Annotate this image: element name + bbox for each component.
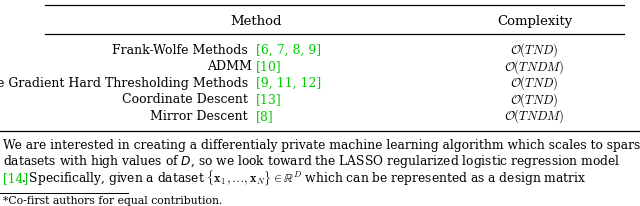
Text: $\mathcal{O}(TNDM)$: $\mathcal{O}(TNDM)$ <box>504 108 564 125</box>
Text: [6, 7, 8, 9]: [6, 7, 8, 9] <box>256 44 321 57</box>
Text: *Co-first authors for equal contribution.: *Co-first authors for equal contribution… <box>3 197 223 206</box>
Text: [8]: [8] <box>256 110 274 123</box>
Text: Coordinate Descent: Coordinate Descent <box>122 93 256 107</box>
Text: [13]: [13] <box>256 93 282 107</box>
Text: We are interested in creating a differentialy private machine learning algorithm: We are interested in creating a differen… <box>3 139 640 152</box>
Text: $\mathcal{O}(TNDM)$: $\mathcal{O}(TNDM)$ <box>504 58 564 76</box>
Text: Method: Method <box>230 15 282 28</box>
Text: [14]: [14] <box>3 172 28 185</box>
Text: Complexity: Complexity <box>497 15 572 28</box>
Text: [10]: [10] <box>256 60 282 74</box>
Text: Mirror Descent: Mirror Descent <box>150 110 256 123</box>
Text: $\mathcal{O}(TND)$: $\mathcal{O}(TND)$ <box>510 75 559 92</box>
Text: Iterative Gradient Hard Thresholding Methods: Iterative Gradient Hard Thresholding Met… <box>0 77 256 90</box>
Text: Frank-Wolfe Methods: Frank-Wolfe Methods <box>112 44 256 57</box>
Text: datasets with high values of $D$, so we look toward the LASSO regularized logist: datasets with high values of $D$, so we … <box>3 153 620 170</box>
Text: $\mathcal{O}(TND)$: $\mathcal{O}(TND)$ <box>510 42 559 59</box>
Text: [9, 11, 12]: [9, 11, 12] <box>256 77 321 90</box>
Text: ADMM: ADMM <box>207 60 256 74</box>
Text: . Specifically, given a dataset $\{\mathbf{x}_1,\ldots,\mathbf{x}_N\} \in \mathb: . Specifically, given a dataset $\{\math… <box>21 169 586 188</box>
Text: $\mathcal{O}(TND)$: $\mathcal{O}(TND)$ <box>510 91 559 109</box>
